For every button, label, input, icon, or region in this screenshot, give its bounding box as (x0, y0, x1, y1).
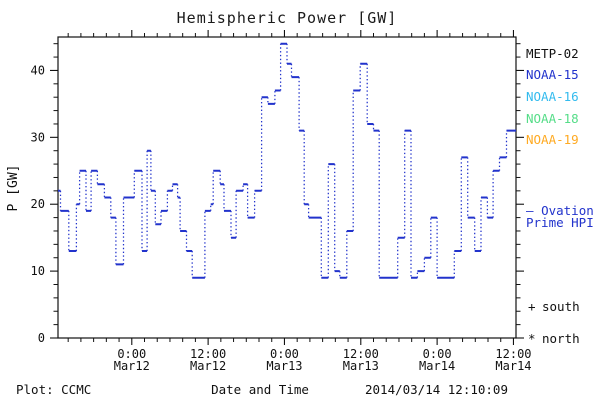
x-tick-time-label: 0:00 (117, 347, 146, 361)
y-tick-label: 20 (31, 197, 45, 211)
x-tick-time-label: 12:00 (343, 347, 379, 361)
north-label: north (542, 331, 580, 346)
hpi-step-line (58, 42, 516, 279)
x-tick-date-label: Mar14 (419, 359, 455, 373)
legend-item-noaa-16: NOAA-16 (526, 89, 579, 104)
plot-border (57, 36, 517, 339)
plot-credit: Plot: CCMC (16, 382, 92, 397)
x-axis-label: Date and Time (211, 382, 309, 397)
x-tick-time-label: 0:00 (270, 347, 299, 361)
y-axis-label: P [GW] (6, 164, 21, 212)
y-tick-label: 0 (38, 331, 45, 345)
legend-ovation-prime-hpi: — Ovation Prime HPI (526, 203, 594, 230)
x-tick-date-label: Mar14 (495, 359, 531, 373)
legend-item-noaa-19: NOAA-19 (526, 132, 579, 147)
legend-south-hemisphere: + south (528, 299, 580, 314)
ovation-line2: Prime HPI (526, 214, 594, 230)
plot-title: Hemispheric Power [GW] (176, 9, 398, 27)
legend: METP-02 NOAA-15 NOAA-16 NOAA-18 NOAA-19 … (526, 0, 600, 400)
ovation-label-1: Ovation (541, 203, 594, 218)
legend-item-noaa-15: NOAA-15 (526, 67, 579, 82)
ovation-line1: — Ovation (526, 203, 594, 218)
south-label: south (542, 299, 580, 314)
plus-marker-icon: + (528, 299, 536, 314)
y-tick-label: 30 (31, 130, 45, 144)
x-tick-time-label: 0:00 (423, 347, 452, 361)
asterisk-marker-icon: * (528, 331, 536, 346)
line-sample-icon: — (526, 203, 534, 218)
x-tick-date-label: Mar13 (343, 359, 379, 373)
y-tick-label: 40 (31, 63, 45, 77)
legend-item-noaa-18: NOAA-18 (526, 111, 579, 126)
legend-north-hemisphere: * north (528, 331, 580, 346)
y-tick-label: 10 (31, 264, 45, 278)
generation-timestamp: 2014/03/14 12:10:09 (365, 382, 508, 397)
x-tick-date-label: Mar12 (114, 359, 150, 373)
x-tick-time-label: 12:00 (495, 347, 531, 361)
hpi-step-connectors (59, 43, 508, 278)
x-tick-time-label: 12:00 (190, 347, 226, 361)
x-tick-date-label: Mar13 (266, 359, 302, 373)
legend-item-metp-02: METP-02 (526, 46, 579, 61)
x-tick-date-label: Mar12 (190, 359, 226, 373)
